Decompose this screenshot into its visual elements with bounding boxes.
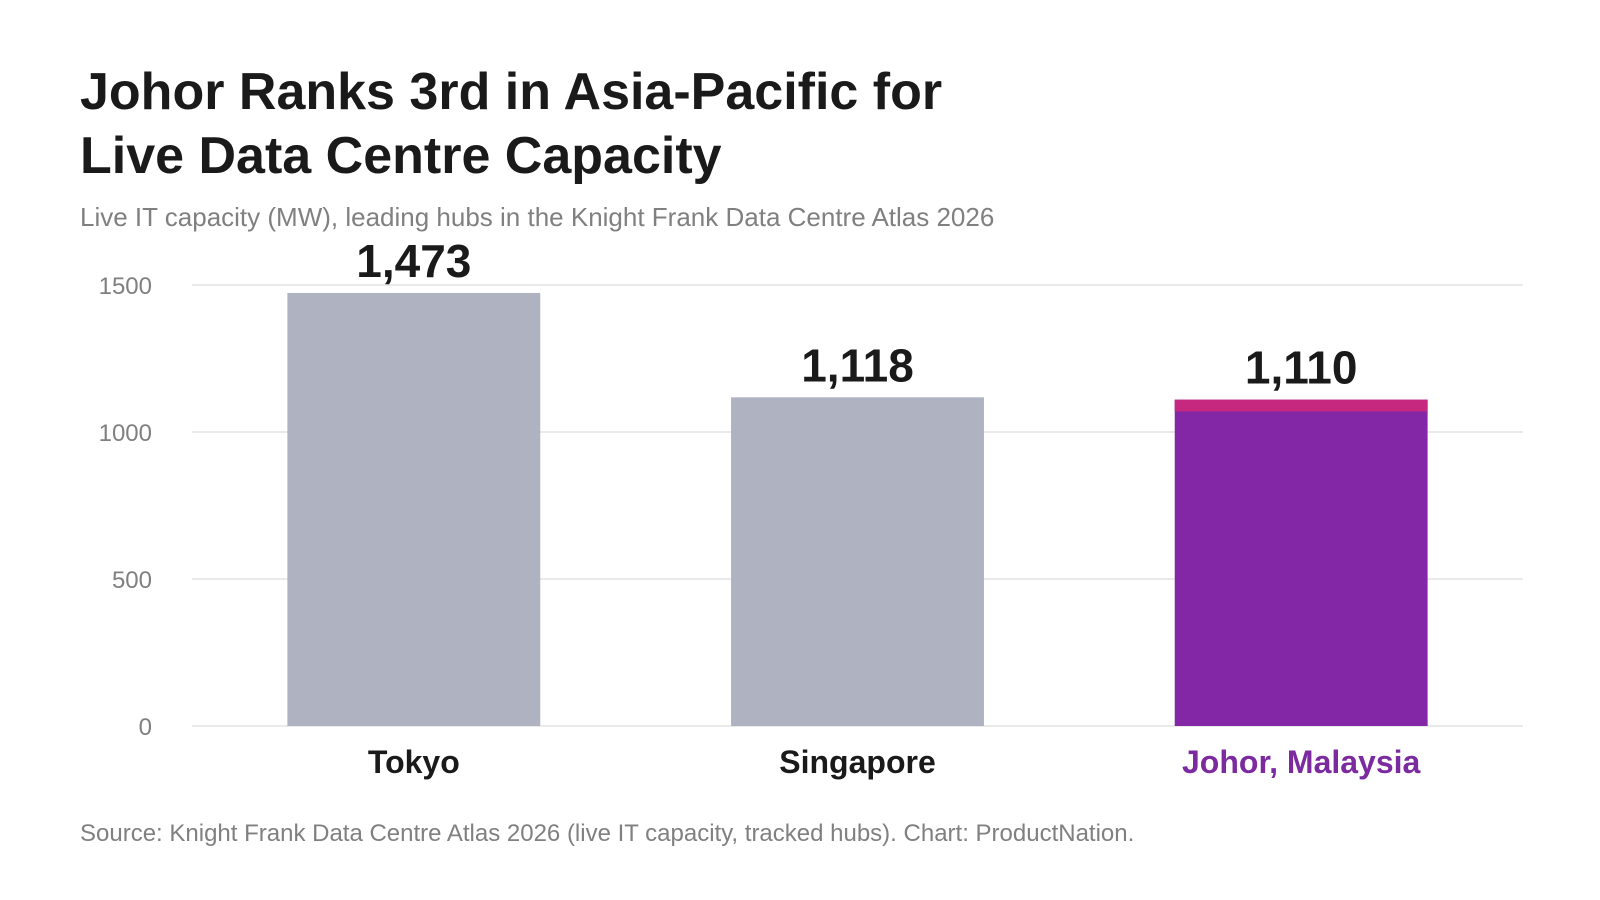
y-tick-label: 500: [112, 567, 152, 594]
data-labels: 1,473 1,118 1,110: [356, 235, 1357, 394]
data-label: 1,110: [1245, 342, 1358, 394]
y-tick-label: 1000: [99, 420, 152, 447]
y-axis-ticks: 0 500 1000 1500: [99, 273, 152, 741]
data-label: 1,118: [801, 339, 914, 391]
bar-highlight-segment: [1174, 399, 1428, 412]
source-note: Source: Knight Frank Data Centre Atlas 2…: [80, 820, 1135, 847]
bars: [287, 292, 1428, 726]
y-tick-label: 0: [139, 714, 152, 741]
bar-singapore: [731, 397, 984, 726]
category-label: Tokyo: [368, 744, 460, 780]
bar-johor-malaysia: [1174, 399, 1428, 726]
y-tick-label: 1500: [99, 273, 152, 300]
category-label: Johor, Malaysia: [1182, 744, 1421, 780]
chart-title: Johor Ranks 3rd in Asia-Pacific for Live…: [80, 63, 943, 185]
bar-chart: 0 500 1000 1500 1,473 1,118 1,110 Tokyo Singap…: [99, 235, 1523, 780]
chart-subtitle: Live IT capacity (MW), leading hubs in t…: [80, 202, 995, 232]
category-label: Singapore: [779, 744, 935, 780]
bar-tokyo: [287, 292, 541, 726]
data-label: 1,473: [356, 235, 471, 287]
x-axis-categories: Tokyo Singapore Johor, Malaysia: [368, 744, 1421, 780]
